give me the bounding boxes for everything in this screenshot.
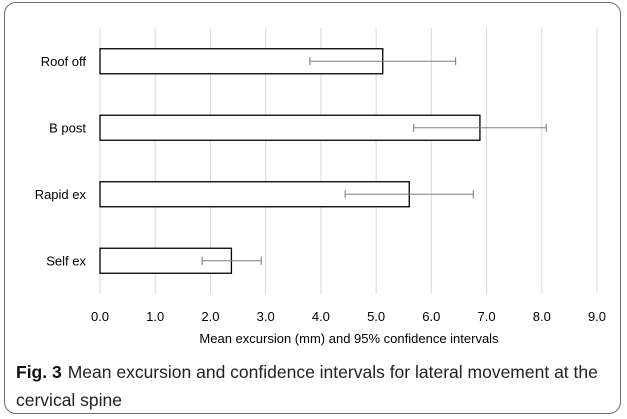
- category-labels: Roof off B post Rapid ex Self ex: [35, 54, 87, 269]
- caption-text: Mean excursion and confidence intervals …: [16, 362, 598, 410]
- error-bars: [201, 57, 547, 265]
- bar-chart: Roof off B post Rapid ex Self ex 0.0 1.0 2.0 3…: [35, 28, 606, 346]
- figure-caption: Fig. 3 Mean excursion and confidence inte…: [16, 358, 616, 414]
- x-tick-label: 8.0: [533, 309, 551, 324]
- x-axis-label: Mean excursion (mm) and 95% confidence i…: [199, 331, 499, 346]
- x-tick-label: 4.0: [312, 309, 330, 324]
- x-tick-labels: 0.0 1.0 2.0 3.0 4.0 5.0 6.0 7.0 8.0 9.0: [91, 309, 606, 324]
- x-tick-label: 7.0: [478, 309, 496, 324]
- x-tick-label: 5.0: [367, 309, 385, 324]
- x-tick-label: 1.0: [146, 309, 164, 324]
- x-tick-label: 6.0: [422, 309, 440, 324]
- bars: [99, 48, 481, 274]
- category-label: Self ex: [46, 253, 86, 268]
- x-tick-label: 3.0: [257, 309, 275, 324]
- x-tick-label: 9.0: [588, 309, 606, 324]
- category-label: B post: [49, 120, 86, 135]
- category-label: Roof off: [41, 54, 87, 69]
- figure-label: Fig. 3: [16, 362, 62, 382]
- x-tick-label: 2.0: [201, 309, 219, 324]
- category-label: Rapid ex: [35, 187, 87, 202]
- x-tick-label: 0.0: [91, 309, 109, 324]
